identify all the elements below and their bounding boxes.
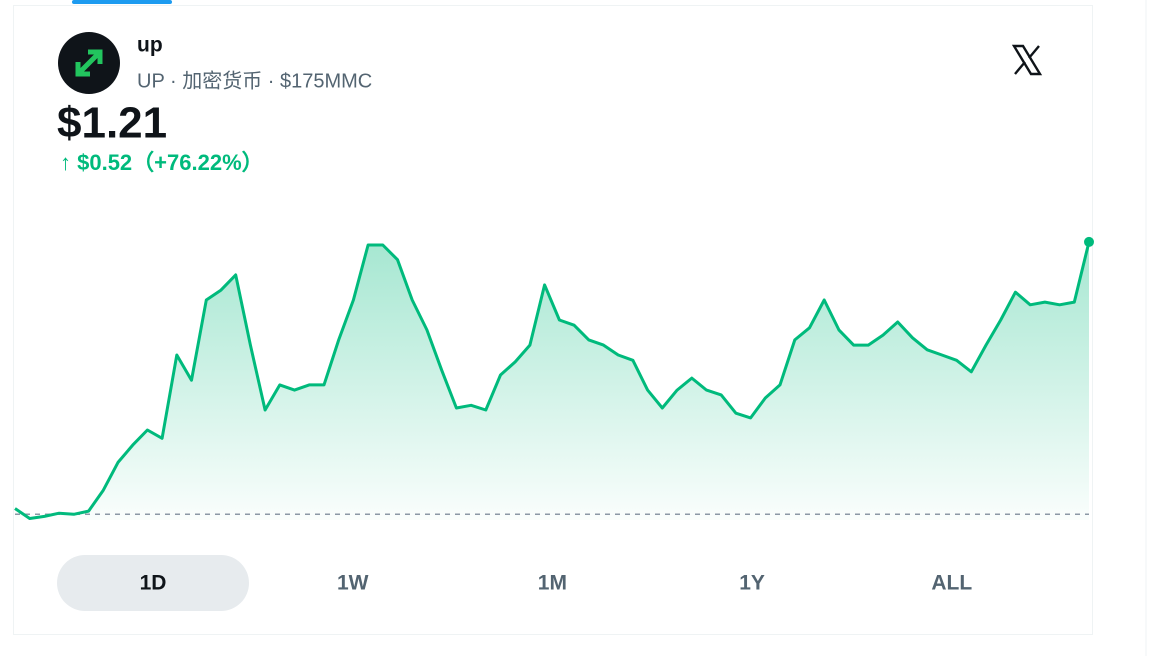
x-logo[interactable] <box>1011 44 1043 76</box>
tab[interactable]: 1Y <box>739 572 765 595</box>
range-tabs: 1D 1W 1M 1Y ALL <box>57 555 972 611</box>
price-line <box>14 241 1091 520</box>
asset-subtitle: UP · 加密货币 · $175MMC <box>137 69 372 92</box>
chart <box>14 236 1094 520</box>
price: $1.21 <box>57 99 167 148</box>
card-border <box>13 5 1093 635</box>
area <box>15 241 1089 520</box>
tab[interactable]: 1M <box>538 572 567 595</box>
tab[interactable]: 1D <box>140 572 167 595</box>
tab-active-bg <box>57 555 249 611</box>
price-change: ↑ $0.52（+76.22%） <box>60 150 264 175</box>
tab[interactable]: ALL <box>931 572 972 595</box>
tab-indicator <box>72 0 172 4</box>
asset-name: up <box>137 34 163 57</box>
avatar-icon <box>75 49 103 77</box>
tab[interactable]: 1W <box>337 572 369 595</box>
last-point <box>1084 236 1094 247</box>
